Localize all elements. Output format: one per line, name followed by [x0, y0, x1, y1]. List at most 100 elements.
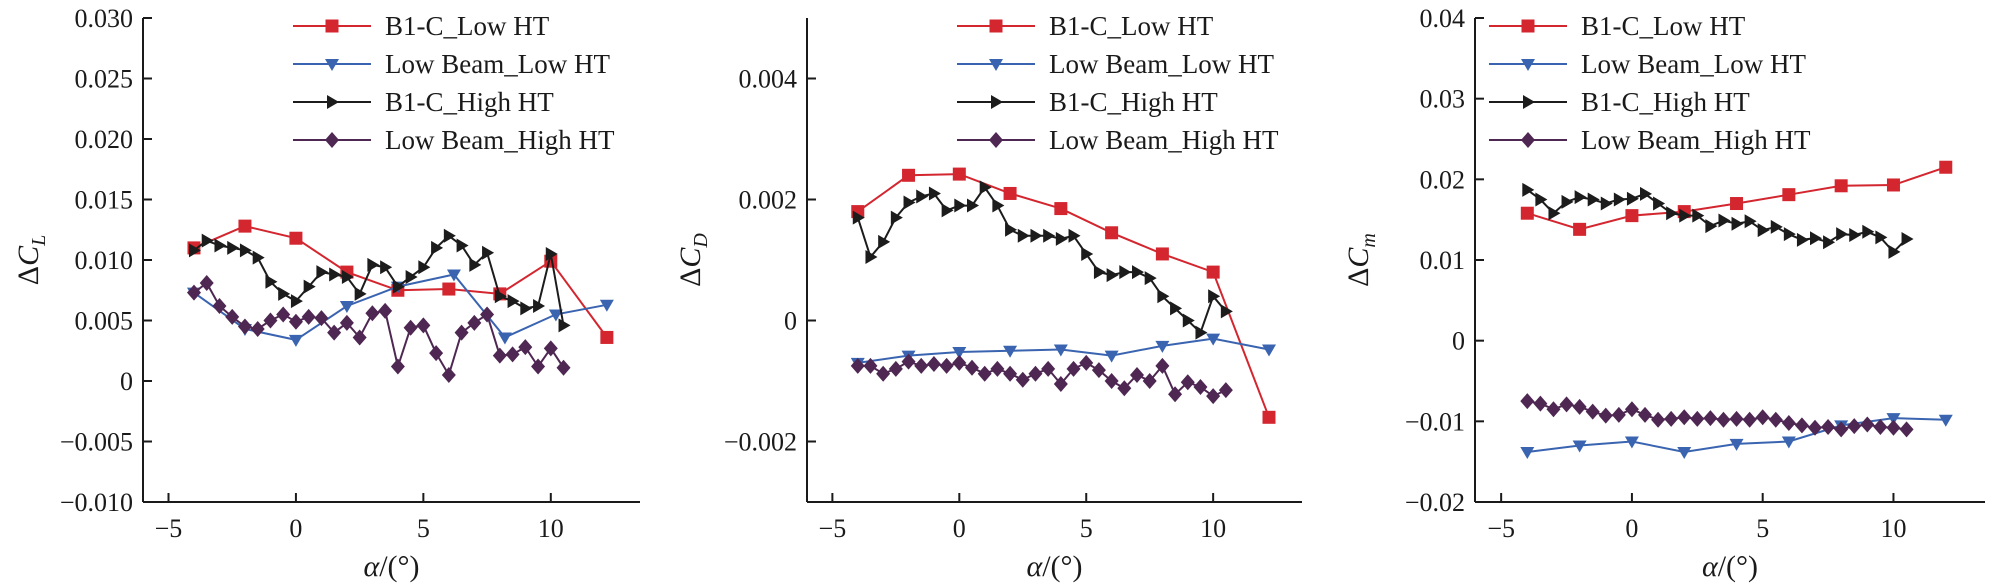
data-point [863, 357, 878, 374]
legend-marker [327, 95, 339, 109]
y-tick-label: −0.005 [60, 428, 133, 457]
data-point [1561, 194, 1574, 209]
data-point [1847, 418, 1862, 435]
series-1 [851, 167, 1276, 424]
data-point [1794, 417, 1809, 434]
series-line [857, 360, 1227, 398]
data-point [543, 340, 558, 357]
data-point [1886, 419, 1901, 436]
data-point [442, 282, 456, 296]
y-tick-label: 0.025 [75, 65, 134, 94]
data-point [341, 269, 354, 284]
data-point [239, 243, 252, 258]
data-point [446, 269, 461, 282]
data-point [952, 346, 967, 359]
data-point [1144, 271, 1157, 286]
data-point [1091, 362, 1106, 379]
data-point [1626, 191, 1639, 206]
y-tick-label: 0.015 [75, 186, 134, 215]
series-4 [850, 353, 1233, 405]
data-point [1624, 401, 1639, 418]
y-axis-title: ΔCm [1342, 233, 1380, 287]
data-point [1782, 188, 1796, 202]
data-point [1218, 382, 1233, 399]
y-tick-label: 0.02 [1420, 165, 1466, 194]
data-point [1901, 232, 1914, 247]
data-point [1730, 197, 1744, 211]
data-point [518, 339, 533, 356]
data-point [1574, 190, 1587, 205]
data-point [1195, 325, 1208, 340]
series-3 [1522, 182, 1914, 259]
data-point [1206, 265, 1220, 279]
data-point [214, 238, 227, 253]
data-point [952, 167, 966, 181]
y-tick-label: 0.020 [75, 125, 134, 154]
data-point [429, 345, 444, 362]
data-point [1731, 216, 1744, 231]
data-point [1548, 206, 1561, 221]
data-point [1068, 228, 1081, 243]
x-tick-label: 5 [1756, 514, 1769, 543]
legend-marker [325, 19, 339, 33]
chart-panel-2: −0.002 0 0.002 0.004 −5 0 5 10 α/(°) ΔCD B1-C_Low … [674, 11, 1302, 583]
legend-label: B1-C_High HT [1581, 87, 1750, 117]
data-point [1888, 244, 1901, 259]
data-point [441, 366, 456, 383]
data-point [890, 210, 903, 225]
data-point [1130, 366, 1144, 383]
data-point [1755, 409, 1770, 426]
data-point [1170, 301, 1183, 316]
data-point [238, 219, 252, 233]
data-point [188, 243, 201, 258]
data-point [1810, 231, 1822, 246]
data-point [1155, 247, 1169, 261]
data-point [1834, 179, 1848, 193]
data-point [556, 359, 571, 376]
data-point [225, 308, 240, 325]
x-tick-label: −5 [1487, 514, 1515, 543]
y-tick-label: −0.002 [724, 428, 797, 457]
data-point [1716, 411, 1731, 428]
legend-label: B1-C_High HT [385, 87, 554, 117]
data-point [380, 260, 393, 275]
data-point [505, 346, 520, 363]
data-point [469, 257, 482, 272]
data-point [1220, 304, 1233, 319]
data-point [1625, 209, 1639, 223]
x-tick-label: 10 [1880, 514, 1906, 543]
data-point [916, 189, 929, 204]
data-point [250, 320, 265, 337]
legend: B1-C_Low HT Low Beam_Low HT B1-C_High HT Lo… [293, 11, 615, 155]
data-point [290, 294, 303, 309]
data-point [954, 198, 967, 213]
data-point [1081, 246, 1094, 261]
data-point [212, 297, 227, 314]
data-point [497, 332, 512, 345]
y-tick-label: 0.005 [75, 307, 134, 336]
data-point [1886, 178, 1900, 192]
data-point [1796, 232, 1809, 247]
data-point [1155, 357, 1170, 374]
data-point [1017, 228, 1030, 243]
data-point [1600, 196, 1613, 211]
data-point [1834, 421, 1849, 438]
data-point [265, 274, 278, 289]
data-point [1003, 365, 1018, 382]
data-point [1873, 418, 1888, 435]
data-point [288, 334, 303, 347]
data-point [480, 306, 495, 323]
y-axis-title: ΔCL [12, 235, 50, 285]
data-point [1053, 376, 1068, 393]
data-point [289, 231, 303, 245]
legend-marker [989, 19, 1003, 33]
series-4 [1520, 393, 1914, 438]
data-point [1041, 360, 1056, 377]
data-point [1206, 388, 1221, 405]
x-tick-label: 10 [538, 514, 564, 543]
data-point [1142, 373, 1157, 389]
data-point [1208, 289, 1221, 304]
data-point [1611, 406, 1626, 423]
data-point [1573, 222, 1587, 236]
data-point [1079, 354, 1094, 371]
